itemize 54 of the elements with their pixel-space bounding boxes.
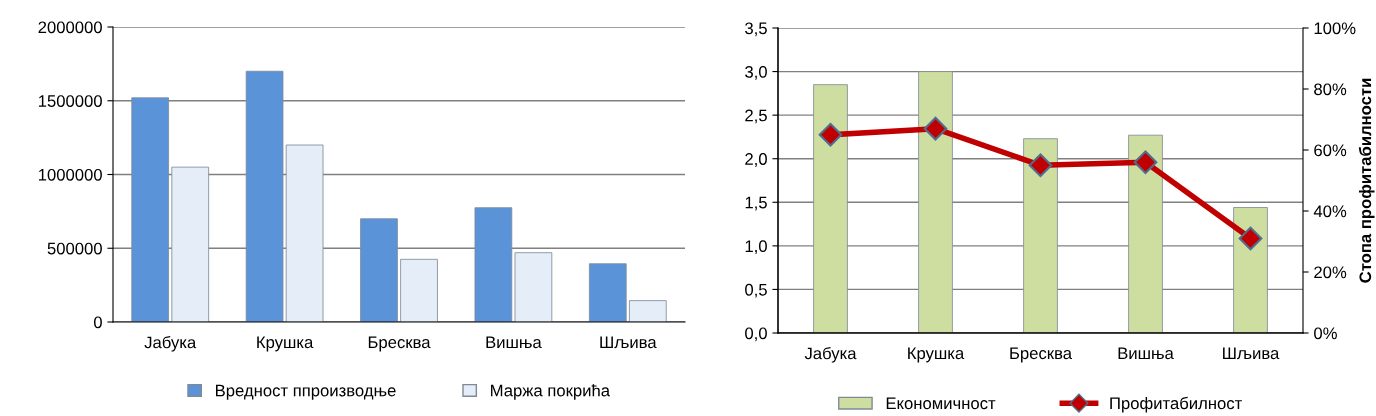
legend-label: Профитабилност	[1110, 396, 1242, 413]
point	[1028, 153, 1053, 178]
x-tick-label: Вишња	[486, 336, 542, 349]
x-tick-label: Крушка	[257, 336, 314, 352]
y-tick-label: 0,0	[745, 327, 767, 342]
y-tick-label: 3,0	[745, 65, 767, 80]
x-tick-label: Шљива	[1223, 347, 1280, 360]
legend-label: Вредност ппроизводње	[216, 384, 396, 400]
y2-tick-label: 40%	[1313, 205, 1347, 218]
legend-label: Маржа покрића	[491, 384, 611, 400]
bar	[813, 84, 848, 333]
point	[923, 116, 948, 141]
bar	[131, 97, 170, 322]
bar	[285, 144, 324, 322]
x-tick-label: Јабука	[144, 335, 197, 352]
y-tick-label: 1,5	[745, 196, 767, 211]
y-tick-label: 1500000	[38, 95, 102, 107]
x-tick-label: Крушка	[908, 347, 965, 363]
bar	[628, 300, 667, 322]
y2-tick-label: 20%	[1314, 266, 1347, 279]
y2-axis-title: Стопа профитабилности	[1358, 78, 1375, 283]
x-tick-label: Вишња	[1118, 347, 1174, 360]
y-tick-label: 500000	[47, 242, 102, 255]
bar	[514, 252, 553, 322]
x-tick-label: Јабука	[804, 346, 857, 363]
x-tick-label: Бресква	[368, 336, 431, 352]
bar	[918, 71, 953, 333]
y-tick-label: 0	[93, 316, 102, 329]
y-tick-label: 3,5	[745, 22, 767, 37]
y-tick-label: 0,5	[745, 283, 767, 298]
y-tick-label: 2,0	[745, 153, 767, 167]
bar	[1128, 134, 1163, 333]
y-tick-label: 2000000	[38, 21, 102, 34]
bar	[171, 166, 210, 322]
bar	[400, 258, 438, 322]
bar	[1023, 138, 1058, 333]
y-tick-label: 1000000	[38, 168, 102, 181]
bar	[474, 207, 513, 322]
y2-tick-label: 100%	[1314, 22, 1356, 35]
y2-tick-label: 80%	[1314, 83, 1347, 96]
bar	[360, 218, 398, 322]
y-tick-label: 1,0	[745, 240, 767, 255]
y2-tick-label: 0%	[1314, 327, 1337, 340]
point	[1133, 150, 1158, 175]
bar	[1233, 207, 1268, 333]
point	[818, 122, 843, 147]
y2-tick-label: 60%	[1314, 144, 1347, 157]
x-tick-label: Бресква	[1010, 347, 1073, 363]
legend-label: Економичност	[886, 397, 996, 410]
bar	[588, 263, 627, 322]
point	[1238, 226, 1263, 251]
bar	[245, 70, 284, 322]
x-tick-label: Шљива	[600, 336, 657, 349]
y-tick-label: 2,5	[745, 109, 767, 124]
